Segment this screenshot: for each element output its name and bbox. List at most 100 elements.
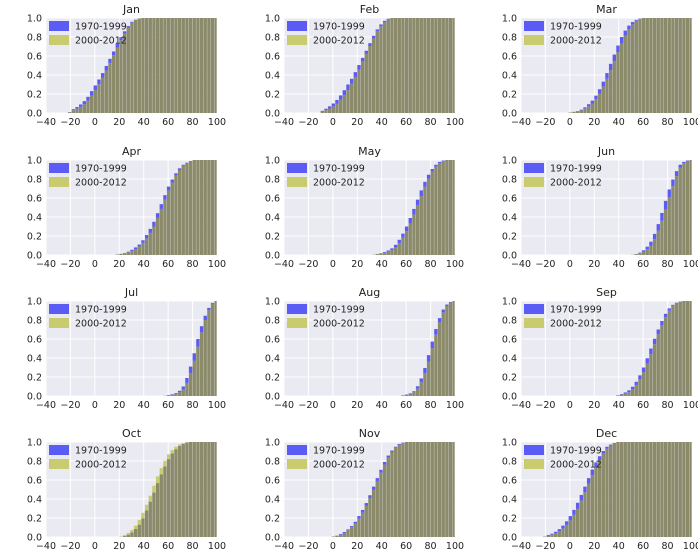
bar-overlap: [638, 442, 642, 537]
y-tick-label: 0.6: [265, 52, 280, 63]
bar-1970-1999: [163, 195, 167, 200]
y-tick-label: 1.0: [502, 297, 517, 308]
bar-overlap: [685, 18, 690, 113]
bar-overlap: [660, 18, 664, 113]
bar-overlap: [170, 453, 174, 537]
bar-overlap: [360, 512, 365, 537]
bar-1970-1999: [597, 89, 602, 94]
y-tick-label: 1.0: [502, 14, 517, 25]
bar-1970-1999: [415, 386, 420, 389]
bar-overlap: [159, 208, 163, 255]
bar-1970-1999: [390, 248, 394, 251]
bar-overlap: [401, 237, 405, 255]
subplot-title: Dec: [596, 427, 617, 440]
bar-overlap: [645, 363, 649, 396]
bar-1970-1999: [634, 381, 638, 386]
bar-overlap: [634, 442, 638, 537]
y-tick-label: 0.4: [502, 71, 517, 82]
legend-label: 2000-2012: [313, 178, 365, 189]
bar-overlap: [393, 247, 398, 255]
y-tick-label: 0.6: [27, 52, 42, 63]
bar-1970-1999: [357, 65, 361, 70]
bar-overlap: [419, 196, 423, 255]
bar-overlap: [188, 160, 193, 255]
subplot-title: Jul: [124, 286, 138, 299]
bar-1970-1999: [660, 212, 664, 221]
bar-1970-1999: [155, 213, 160, 218]
bar-overlap: [627, 392, 631, 396]
bar-overlap: [667, 197, 671, 255]
x-tick-label: 60: [162, 117, 174, 128]
legend-label: 1970-1999: [550, 446, 602, 457]
bar-overlap: [185, 18, 189, 113]
bar-overlap: [430, 442, 434, 537]
y-tick-label: 0.4: [27, 495, 42, 506]
y-tick-label: 1.0: [265, 14, 280, 25]
x-tick-label: 0: [567, 400, 573, 411]
bar-overlap: [67, 112, 72, 113]
y-tick-label: 0.8: [27, 33, 42, 44]
bar-overlap: [349, 527, 354, 537]
bar-overlap: [375, 254, 379, 255]
bar-overlap: [434, 442, 438, 537]
bar-1970-1999: [608, 444, 613, 446]
bar-overlap: [207, 310, 211, 396]
x-tick-label: 100: [446, 400, 464, 411]
bar-overlap: [667, 18, 671, 113]
bar-1970-1999: [203, 315, 207, 320]
bar-1970-1999: [170, 179, 174, 183]
bar-overlap: [426, 18, 431, 113]
bar-overlap: [678, 18, 682, 113]
bar-overlap: [412, 442, 416, 537]
x-tick-label: 100: [683, 400, 698, 411]
bar-overlap: [346, 530, 350, 537]
bar-2000-2012: [166, 454, 171, 460]
legend-swatch-1970-1999: [524, 163, 544, 173]
bar-overlap: [663, 317, 668, 396]
bar-overlap: [423, 373, 427, 396]
bar-1970-1999: [623, 30, 627, 36]
bar-overlap: [674, 176, 679, 255]
x-tick-label: 60: [162, 400, 174, 411]
subplot-title: Apr: [122, 145, 142, 158]
x-tick-label: 40: [376, 117, 388, 128]
bar-overlap: [111, 55, 116, 113]
y-tick-label: 0.2: [502, 514, 517, 525]
bar-1970-1999: [638, 375, 642, 380]
bar-1970-1999: [408, 393, 412, 395]
legend-swatch-2000-2012: [287, 459, 307, 469]
bar-overlap: [685, 160, 690, 255]
x-tick-label: 80: [187, 259, 199, 270]
bar-overlap: [408, 18, 412, 113]
bar-overlap: [86, 100, 90, 113]
bar-1970-1999: [371, 35, 376, 39]
bar-overlap: [660, 324, 664, 396]
bar-overlap: [199, 18, 204, 113]
bar-overlap: [605, 78, 609, 113]
x-tick-label: 0: [92, 259, 98, 270]
x-tick-label: 60: [637, 400, 649, 411]
bar-1970-1999: [130, 21, 134, 23]
bar-2000-2012: [170, 450, 174, 454]
bar-overlap: [634, 385, 638, 396]
bar-overlap: [133, 19, 138, 113]
bar-overlap: [689, 442, 692, 537]
legend-label: 2000-2012: [75, 36, 127, 47]
bar-overlap: [170, 395, 174, 396]
bar-overlap: [426, 442, 431, 537]
x-tick-label: 40: [138, 541, 150, 552]
bar-overlap: [419, 442, 423, 537]
bar-overlap: [401, 18, 405, 113]
y-tick-label: 0.8: [502, 457, 517, 468]
x-tick-label: 0: [92, 117, 98, 128]
bar-overlap: [196, 442, 200, 537]
x-tick-label: −20: [60, 541, 80, 552]
bar-2000-2012: [122, 535, 127, 537]
bar-overlap: [137, 18, 141, 114]
bar-1970-1999: [408, 217, 412, 224]
bar-1970-1999: [349, 526, 354, 528]
legend-label: 2000-2012: [313, 460, 365, 471]
bar-1970-1999: [196, 339, 200, 347]
bar-overlap: [557, 531, 562, 537]
bar-overlap: [652, 442, 657, 537]
